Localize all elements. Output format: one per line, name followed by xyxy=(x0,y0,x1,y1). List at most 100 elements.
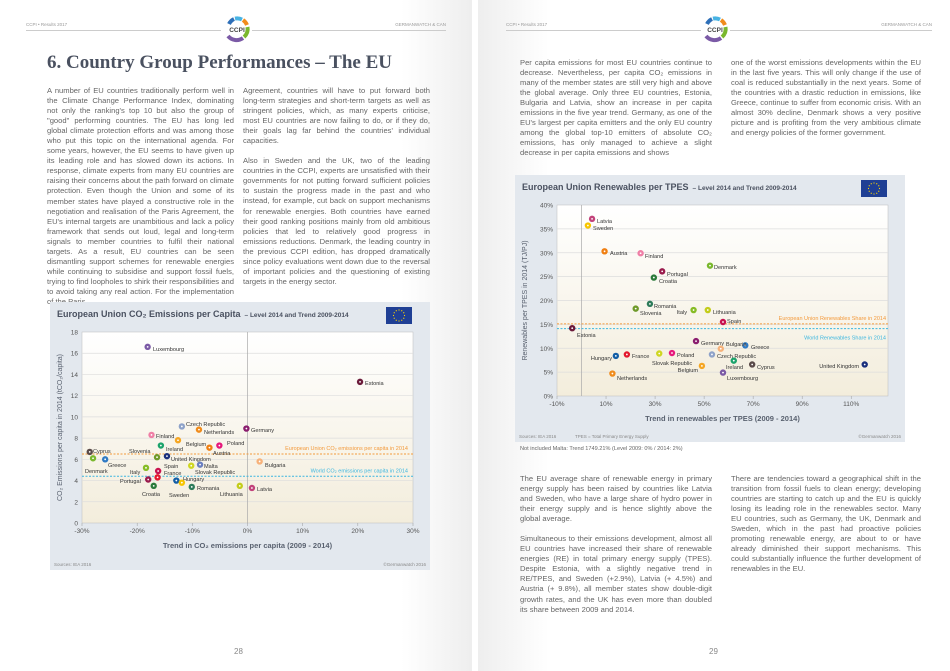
eu-flag-star xyxy=(395,310,397,312)
data-point-center xyxy=(591,217,593,220)
x-tick-label: 20% xyxy=(351,528,364,535)
point-label: Slovenia xyxy=(640,311,662,317)
svg-text:CCPI: CCPI xyxy=(229,27,245,34)
y-tick-label: 10 xyxy=(71,414,79,421)
header-right: GERMANWATCH & CAN xyxy=(395,22,446,27)
point-label: Italy xyxy=(130,470,140,476)
point-label: Lithuania xyxy=(713,310,737,316)
data-point-center xyxy=(722,321,724,323)
x-tick-label: -30% xyxy=(74,528,89,535)
point-label: Czech Republic xyxy=(186,422,225,428)
eu-flag-star xyxy=(873,182,875,184)
point-label: Sweden xyxy=(593,226,613,232)
y-tick-label: 14 xyxy=(71,372,79,379)
chart-title-main: European Union CO₂ Emissions per Capita xyxy=(57,309,242,319)
point-label: Italy xyxy=(677,310,687,316)
data-point-center xyxy=(359,380,361,383)
data-point-center xyxy=(614,354,617,357)
point-label: Latvia xyxy=(597,219,613,225)
point-label: Estonia xyxy=(577,333,597,339)
eu-flag-star xyxy=(876,183,878,185)
x-tick-label: 30% xyxy=(649,401,662,408)
chart-copyright: ©Germanwatch 2016 xyxy=(383,561,426,567)
y-tick-label: 2 xyxy=(74,499,78,506)
reference-line-label: World Renewables Share in 2014 xyxy=(804,336,886,342)
point-label: Spain xyxy=(727,319,741,325)
eu-flag-star xyxy=(873,193,875,195)
point-label: Croatia xyxy=(142,492,161,498)
y-tick-label: 4 xyxy=(74,478,78,485)
point-label: Portugal xyxy=(120,479,141,485)
point-label: Lithuania xyxy=(220,492,244,498)
y-tick-label: 8 xyxy=(74,436,78,443)
eu-flag-star xyxy=(868,190,870,192)
eu-flag-star xyxy=(393,312,395,314)
point-label: Latvia xyxy=(257,487,273,493)
y-tick-label: 12 xyxy=(71,393,79,400)
header-right: GERMANWATCH & CAN xyxy=(881,22,932,27)
data-point-center xyxy=(634,307,637,310)
x-tick-label: -10% xyxy=(549,401,564,408)
eu-flag-star xyxy=(870,183,872,185)
svg-text:CCPI: CCPI xyxy=(707,27,723,34)
data-point-center xyxy=(177,439,179,442)
data-point-center xyxy=(611,372,614,375)
eu-flag-star xyxy=(403,312,405,314)
point-label: Cyprus xyxy=(757,365,775,371)
data-point-center xyxy=(238,484,241,487)
eu-flag-icon xyxy=(386,307,412,324)
page-number: 28 xyxy=(234,647,243,656)
point-label: Slovak Republic xyxy=(652,361,692,367)
point-label: Austria xyxy=(213,451,231,457)
chart-source: Sources: IEA 2016 xyxy=(519,434,557,439)
page-number: 29 xyxy=(709,647,718,656)
data-point-center xyxy=(661,270,664,273)
data-point-center xyxy=(218,444,221,447)
point-label: United Kingdom xyxy=(171,457,211,463)
paragraph: The EU average share of renewable energy… xyxy=(520,474,712,524)
reference-line-label: World CO₂ emissions per capita in 2014 xyxy=(311,468,408,474)
reference-line-label: European Union Renewables Share in 2014 xyxy=(779,316,886,322)
x-tick-label: 110% xyxy=(843,401,859,408)
data-point-center xyxy=(571,327,574,330)
y-tick-label: 10% xyxy=(540,346,553,353)
point-label: Estonia xyxy=(365,381,385,387)
y-tick-label: 0 xyxy=(74,521,78,528)
data-point-center xyxy=(744,344,747,347)
chart-note: Not included Malta: Trend 1749.21% (Leve… xyxy=(520,446,683,452)
body-text-column-1: A number of EU countries traditionally p… xyxy=(47,86,234,306)
data-point-center xyxy=(692,309,695,311)
chart-title-main: European Union Renewables per TPES xyxy=(522,182,689,192)
data-point-center xyxy=(245,427,248,430)
data-point-center xyxy=(732,359,735,362)
data-point-center xyxy=(190,464,193,467)
eu-flag-star xyxy=(401,319,403,321)
point-label: Bulgaria xyxy=(726,342,747,348)
x-axis-label: Trend in CO₂ emissions per capita (2009 … xyxy=(163,541,333,550)
point-label: Bulgaria xyxy=(265,463,286,469)
eu-flag-star xyxy=(398,309,400,311)
body-text-column-1: Per capita emissions for most EU countri… xyxy=(520,58,712,158)
point-label: Romania xyxy=(197,486,220,492)
chart-title: European Union Renewables per TPES – Leve… xyxy=(522,182,797,192)
point-label: Portugal xyxy=(667,272,688,278)
y-tick-label: 0% xyxy=(544,394,554,401)
data-point-center xyxy=(625,353,628,356)
point-label: Netherlands xyxy=(204,430,234,436)
y-tick-label: 35% xyxy=(540,226,553,233)
x-tick-label: 10% xyxy=(600,401,613,408)
y-tick-label: 30% xyxy=(540,250,553,257)
point-label: Czech Republic xyxy=(717,354,756,360)
data-point-center xyxy=(719,347,722,350)
point-label: Denmark xyxy=(85,469,108,475)
data-point-center xyxy=(671,352,673,354)
y-tick-label: 16 xyxy=(71,351,79,358)
data-point-center xyxy=(156,476,159,479)
x-tick-label: 0% xyxy=(243,528,253,535)
point-label: France xyxy=(164,471,181,477)
data-point-center xyxy=(166,455,168,458)
eu-flag-star xyxy=(878,190,880,192)
point-label: Poland xyxy=(677,353,694,359)
chart-subtitle: – Level 2014 and Trend 2009-2014 xyxy=(693,185,797,192)
data-point-center xyxy=(147,478,150,481)
